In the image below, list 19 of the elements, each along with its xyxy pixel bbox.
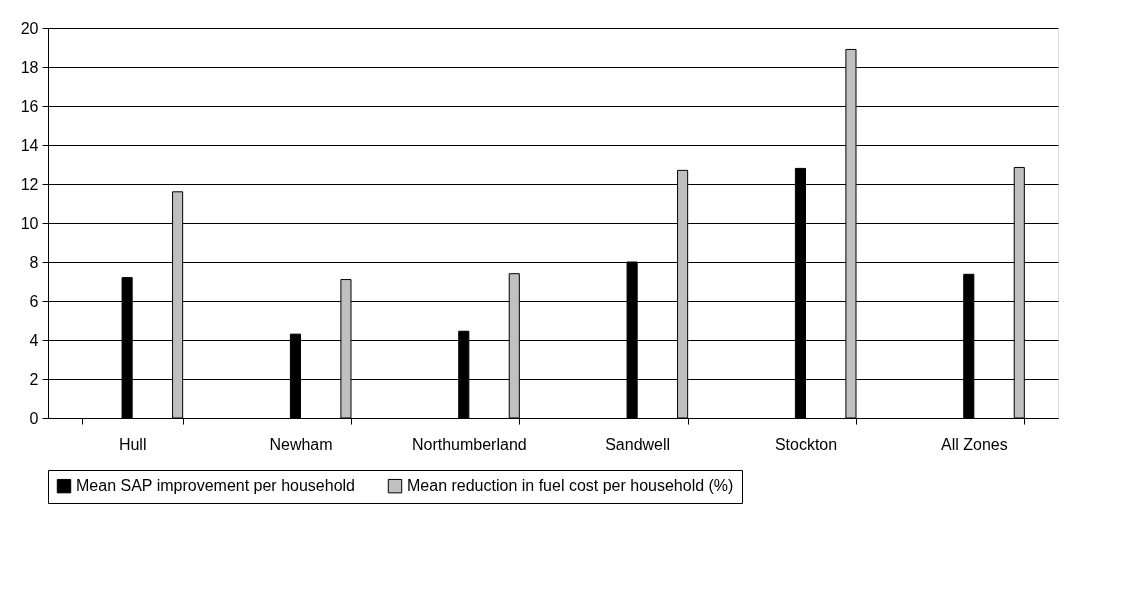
y-tick-label: 18 [20,58,39,76]
y-tick-label: 14 [20,136,39,154]
x-tick-label: Hull [118,435,147,453]
y-tick-label: 10 [20,214,39,232]
y-tick-label: 4 [29,331,39,349]
legend-label: Mean reduction in fuel cost per household (%) [407,477,734,495]
x-tick-label: Newham [269,435,333,453]
y-tick-label: 0 [29,409,39,427]
x-tick-label: Northumberland [411,435,527,453]
y-tick-label: 12 [20,175,39,193]
y-tick-label: 6 [29,292,39,310]
x-tick-label: Stockton [774,435,838,453]
y-tick-label: 8 [29,253,39,271]
x-tick-label: All Zones [940,435,1008,453]
legend-label: Mean SAP improvement per household [76,477,355,495]
y-tick-label: 16 [20,97,39,115]
y-tick-label: 2 [29,370,39,388]
x-tick-label: Sandwell [605,435,671,453]
y-tick-label: 20 [20,19,39,37]
